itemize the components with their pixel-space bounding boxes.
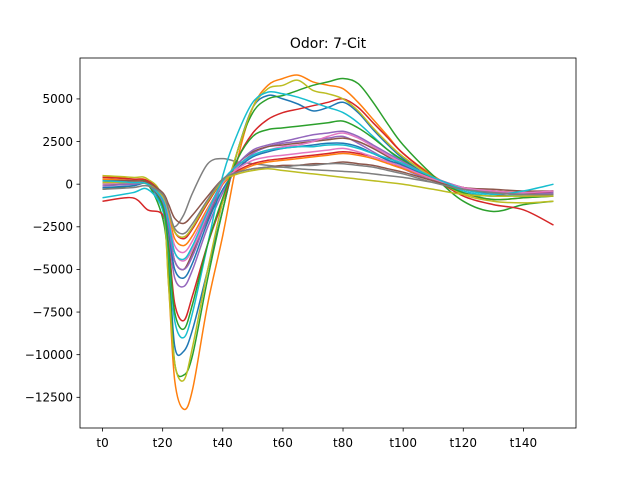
y-tick-label: −7500: [32, 305, 73, 319]
series-line-3: [102, 77, 554, 378]
x-tick-label: t120: [449, 436, 477, 450]
series-line-20: [102, 162, 554, 235]
x-tick-label: t100: [389, 436, 417, 450]
series-layer: [102, 74, 554, 411]
y-tick-label: −5000: [32, 263, 73, 277]
y-tick-label: −2500: [32, 220, 73, 234]
series-line-9: [102, 79, 554, 382]
x-axis-ticks: t0 t20 t40 t60 t80 t100 t120 t140: [96, 428, 537, 450]
y-tick-label: 5000: [42, 92, 73, 106]
x-tick-label: t40: [213, 436, 233, 450]
y-axis-ticks: −12500 −10000 −7500 −5000 −2500 0 2500 5000: [25, 92, 80, 405]
series-line-16: [102, 161, 554, 225]
y-tick-label: −10000: [25, 348, 73, 362]
series-line-19: [102, 143, 554, 261]
y-tick-label: 2500: [42, 135, 73, 149]
y-tick-label: −12500: [25, 391, 73, 405]
x-tick-label: t0: [96, 436, 108, 450]
x-tick-label: t60: [273, 436, 293, 450]
chart-title: Odor: 7-Cit: [290, 36, 367, 52]
x-tick-label: t80: [333, 436, 353, 450]
plot-area-frame: [79, 57, 577, 429]
x-tick-label: t20: [153, 436, 173, 450]
x-tick-label: t140: [510, 436, 538, 450]
y-tick-label: 0: [65, 177, 73, 191]
